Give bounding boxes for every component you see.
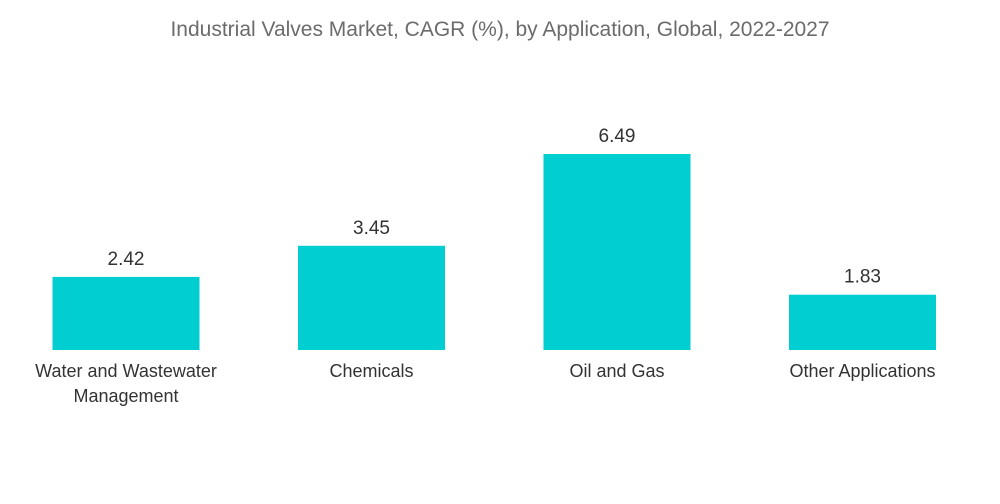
bar-value-label: 3.45 — [353, 218, 390, 239]
bar-value-label: 2.42 — [108, 249, 145, 270]
category-label: Oil and Gas — [569, 361, 664, 381]
category-label: Chemicals — [329, 361, 413, 381]
bar-value-label: 1.83 — [844, 267, 881, 288]
bar — [789, 294, 936, 350]
bar — [543, 154, 691, 350]
bar — [52, 276, 200, 350]
category-label: Water and Wastewater Management — [35, 361, 217, 406]
bar-value-label: 6.49 — [599, 126, 636, 147]
chart-title: Industrial Valves Market, CAGR (%), by A… — [170, 18, 830, 41]
category-label: Other Applications — [789, 361, 935, 381]
bar — [298, 245, 445, 350]
